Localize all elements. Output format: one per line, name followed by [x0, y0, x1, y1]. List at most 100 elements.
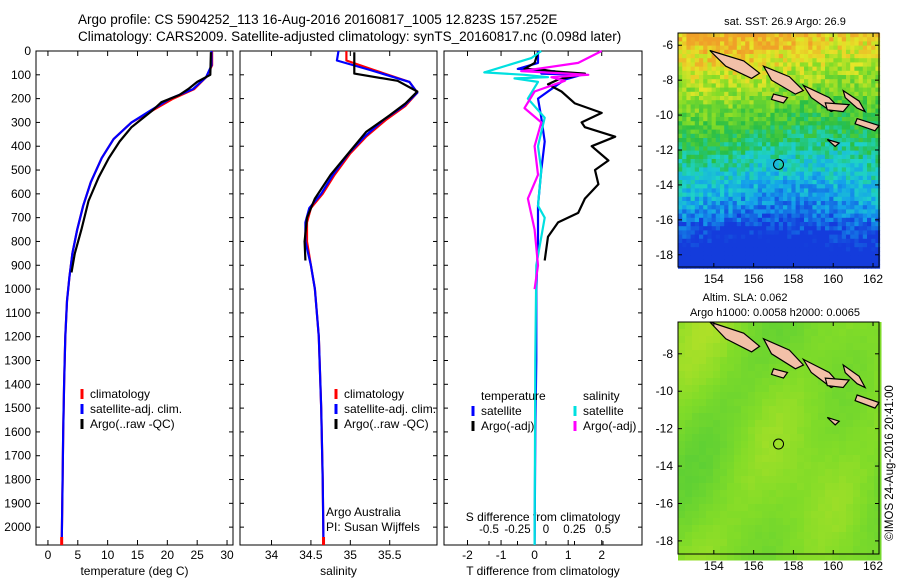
x-tick-label: -1: [496, 548, 507, 562]
legend-label: Argo(..raw -QC): [344, 417, 429, 431]
legend-header-salinity: salinity: [583, 389, 620, 403]
y-tick-label: -18: [656, 248, 674, 262]
x-tick-label: 25: [191, 548, 205, 562]
x-tick-label: 162: [863, 559, 883, 573]
y-tick-label: 0: [24, 44, 31, 58]
y-tick-label: 1700: [4, 449, 31, 463]
y-tick-label: 1300: [4, 353, 31, 367]
sla-map-title: Altim. SLA: 0.062: [703, 292, 788, 304]
legend-label: Argo(-adj): [583, 419, 636, 433]
island-shape: [826, 138, 841, 148]
x2-tick-label: 0: [543, 524, 549, 536]
x-tick-label: 156: [744, 559, 764, 573]
x-tick-label: 154: [704, 559, 724, 573]
island-shape: [824, 102, 851, 113]
series-argo-raw-qc-: [303, 52, 419, 261]
sst-map-title: sat. SST: 26.9 Argo: 26.9: [724, 16, 846, 28]
x-tick-label: 35.5: [378, 548, 402, 562]
island-shape: [762, 337, 805, 370]
argo-position-marker: [773, 438, 785, 450]
y-tick-label: 1000: [4, 282, 31, 296]
island-shape: [770, 368, 789, 379]
island-shape: [824, 377, 851, 389]
x-tick-label: 15: [131, 548, 145, 562]
y-tick-label: -12: [656, 422, 674, 436]
y-tick-label: 500: [11, 163, 31, 177]
island-shape: [842, 363, 867, 389]
island-shape: [826, 416, 841, 426]
x-axis-label: salinity: [320, 564, 357, 578]
header-line1: Argo profile: CS 5904252_113 16-Aug-2016…: [78, 12, 558, 27]
map-sst_map: 154 156 158 160 162 -6 -8 -10 -12 -14 -16 -18 sat. S…: [656, 16, 884, 286]
legend-label: Argo(-adj): [481, 419, 534, 433]
y-tick-label: 700: [11, 211, 31, 225]
y-tick-label: 400: [11, 139, 31, 153]
y-tick-label: 1400: [4, 377, 31, 391]
series-argo-raw-qc-: [70, 52, 212, 273]
annotation-institution: Argo Australia: [326, 505, 401, 519]
y-tick-label: 1500: [4, 401, 31, 415]
y-tick-label: 300: [11, 115, 31, 129]
x-tick-label: 10: [101, 548, 115, 562]
x-tick-label: 154: [704, 272, 724, 286]
legend-difference: temperature salinitysatelliteArgo(-adj)sa…: [471, 389, 636, 433]
legend-label: satellite-adj. clim.: [344, 402, 436, 416]
y-tick-label: -10: [656, 108, 674, 122]
series-temperature-argo-adj-: [523, 51, 617, 261]
panel-temperature: 0 5 10 15 20 25 300100200300400500600700800900…: [4, 44, 234, 578]
series-climatology: [60, 51, 214, 546]
legend-label: satellite-adj. clim.: [90, 402, 182, 416]
x2-tick-label: 0.5: [595, 524, 611, 536]
y-tick-label: 1200: [4, 330, 31, 344]
x2-tick-label: -0.5: [479, 524, 499, 536]
y-tick-label: 2000: [4, 520, 31, 534]
y-tick-label: 800: [11, 234, 31, 248]
island-shape: [854, 394, 880, 409]
x-tick-label: 0: [531, 548, 538, 562]
island-shape: [770, 93, 789, 104]
argo-position-marker: [773, 158, 785, 170]
island-shape: [762, 64, 805, 95]
island-shape: [709, 49, 761, 80]
plot-frame-temperature: [35, 50, 234, 546]
series-satellite-adj-clim-: [304, 50, 419, 546]
y-tick-label: -8: [662, 73, 673, 87]
y-tick-label: -8: [662, 347, 673, 361]
island-shape: [854, 117, 880, 132]
x2-tick-label: 0.25: [563, 524, 585, 536]
y-tick-label: -16: [656, 213, 674, 227]
x-tick-label: 5: [74, 548, 81, 562]
y-tick-label: 100: [11, 68, 31, 82]
series-salinity-satellite: [483, 50, 550, 546]
y-tick-label: -14: [656, 178, 674, 192]
legend-label: satellite: [583, 404, 624, 418]
x-tick-label: 162: [863, 272, 883, 286]
y-tick-label: 1900: [4, 496, 31, 510]
annotation-pi: PI: Susan Wijffels: [326, 520, 420, 534]
plot-frame-salinity: [239, 50, 438, 546]
series-temperature-satellite: [516, 51, 583, 546]
legend-label: Argo(..raw -QC): [90, 417, 175, 431]
x-tick-label: 160: [823, 559, 843, 573]
x-tick-label: 20: [161, 548, 175, 562]
x-tick-label: 35: [344, 548, 358, 562]
island-shape: [842, 89, 867, 113]
x-tick-label: 160: [823, 272, 843, 286]
x-axis-label: T difference from climatology: [466, 564, 620, 578]
x-tick-label: 1: [565, 548, 572, 562]
y-tick-label: 1100: [5, 306, 31, 320]
x-tick-label: 158: [783, 559, 803, 573]
legend-label: climatology: [344, 387, 404, 401]
y-tick-label: -10: [656, 384, 674, 398]
y-tick-label: 600: [11, 187, 31, 201]
x-tick-label: 156: [744, 272, 764, 286]
legend-header-temperature: temperature: [481, 389, 546, 403]
x-tick-label: 30: [220, 548, 234, 562]
legend-label: climatology: [90, 387, 150, 401]
sla-map-subtitle: Argo h1000: 0.0058 h2000: 0.0065: [690, 307, 860, 319]
y-tick-label: 1800: [4, 473, 31, 487]
legend-label: satellite: [481, 404, 522, 418]
